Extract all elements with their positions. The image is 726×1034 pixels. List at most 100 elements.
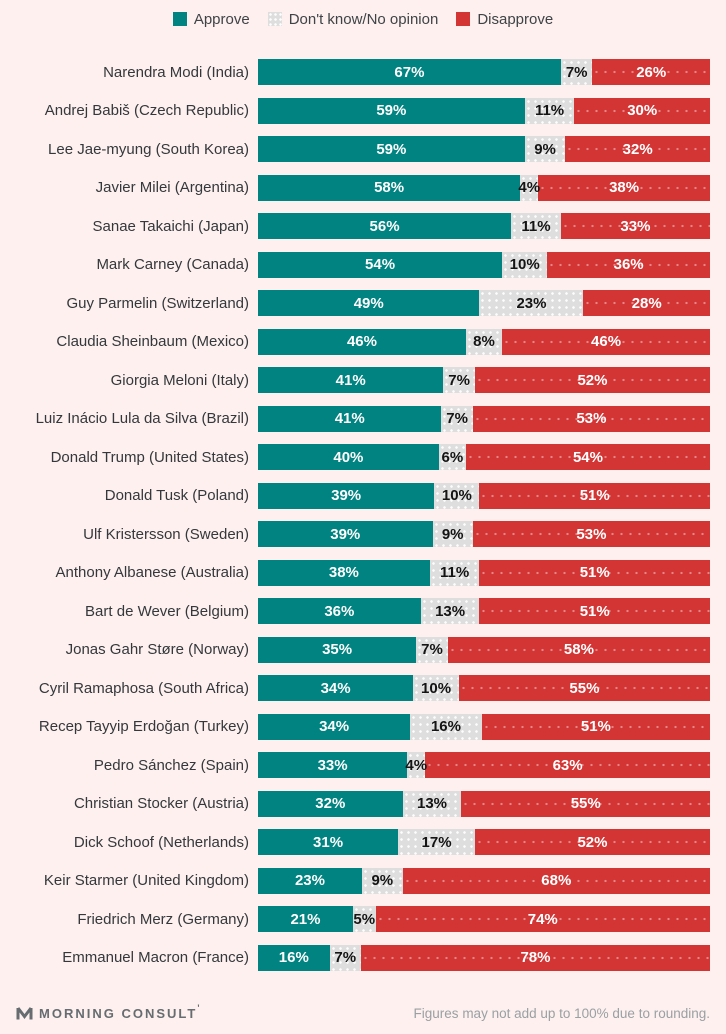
- leader-label: Keir Starmer (United Kingdom): [43, 872, 249, 889]
- leader-label: Ulf Kristersson (Sweden): [83, 525, 249, 543]
- disapprove-segment: 52%: [474, 367, 710, 393]
- chart-row: Luiz Inácio Lula da Silva (Brazil) 41% 7…: [16, 405, 710, 432]
- stacked-bar: 21% 5% 74%: [258, 906, 710, 932]
- chart-row: Jonas Gahr Støre (Norway) 35% 7% 58%: [16, 636, 710, 663]
- leader-label: Recep Tayyip Erdoğan (Turkey): [38, 718, 249, 735]
- approve-value: 58%: [374, 179, 405, 196]
- legend-label-dont-know: Don't know/No opinion: [288, 10, 439, 28]
- disapprove-value: 30%: [627, 102, 658, 119]
- approve-value: 32%: [315, 795, 346, 812]
- stacked-bar: 39% 10% 51%: [258, 482, 710, 509]
- approve-value: 16%: [278, 949, 309, 966]
- dont-know-segment: 17%: [398, 829, 475, 855]
- approve-segment: 23%: [258, 867, 362, 894]
- dont-know-value: 7%: [565, 63, 588, 81]
- dont-know-value: 23%: [516, 294, 547, 312]
- approve-value: 39%: [331, 487, 362, 504]
- disapprove-value: 58%: [563, 641, 594, 658]
- approve-value: 39%: [330, 525, 361, 543]
- chart-row: Anthony Albanese (Australia) 38% 11% 51%: [16, 559, 710, 586]
- disapprove-segment: 52%: [474, 829, 711, 855]
- disapprove-value: 51%: [579, 602, 610, 620]
- disapprove-value: 74%: [527, 910, 558, 928]
- approve-segment: 31%: [258, 829, 399, 855]
- approve-value: 59%: [376, 140, 407, 158]
- stacked-bar: 16% 7% 78%: [258, 944, 710, 971]
- approve-value: 36%: [324, 602, 355, 620]
- dont-know-segment: 7%: [441, 405, 473, 432]
- chart-row: Sanae Takaichi (Japan) 56% 11% 33%: [16, 213, 710, 239]
- approve-value: 40%: [333, 448, 364, 466]
- disapprove-segment: 55%: [461, 790, 710, 817]
- disapprove-segment: 63%: [425, 752, 710, 778]
- chart-row: Narendra Modi (India) 67% 7% 26%: [16, 59, 710, 85]
- disapprove-value: 53%: [576, 525, 607, 543]
- disapprove-segment: 74%: [375, 906, 710, 932]
- dont-know-segment: 7%: [560, 59, 593, 85]
- stacked-bar: 49% 23% 28%: [258, 290, 710, 316]
- disapprove-segment: 51%: [481, 713, 710, 740]
- approve-segment: 59%: [258, 97, 525, 124]
- leader-label: Pedro Sánchez (Spain): [93, 756, 249, 774]
- disapprove-segment: 38%: [538, 174, 710, 201]
- approve-segment: 39%: [258, 482, 435, 509]
- legend-item-approve: Approve: [172, 11, 250, 28]
- chart-row: Dick Schoof (Netherlands) 31% 17% 52%: [16, 829, 711, 855]
- chart-row: Lee Jae-myung (South Korea) 59% 9% 32%: [16, 136, 711, 162]
- legend: Approve Don't know/No opinion Disapprove: [16, 10, 710, 28]
- stacked-bar: 38% 11% 51%: [258, 559, 710, 586]
- approve-value: 59%: [376, 102, 407, 119]
- leader-label: Guy Parmelin (Switzerland): [66, 294, 249, 312]
- disapprove-value: 51%: [580, 718, 611, 735]
- approve-value: 49%: [353, 294, 384, 312]
- chart-row: Recep Tayyip Erdoğan (Turkey) 34% 16% 51…: [16, 713, 710, 740]
- disapprove-segment: 68%: [402, 867, 710, 894]
- approve-value: 33%: [317, 756, 348, 774]
- disapprove-segment: 78%: [360, 944, 710, 971]
- dont-know-value: 5%: [353, 910, 376, 928]
- approve-segment: 49%: [258, 290, 480, 316]
- dont-know-value: 7%: [421, 641, 443, 658]
- disapprove-value: 52%: [577, 833, 608, 851]
- dont-know-value: 11%: [521, 217, 551, 235]
- logo-text: MORNING CONSULT': [39, 1003, 202, 1021]
- stacked-bar: 56% 11% 33%: [258, 213, 710, 239]
- legend-item-dont-know: Don't know/No opinion: [267, 10, 439, 28]
- disapprove-value: 55%: [570, 795, 601, 812]
- approve-segment: 21%: [258, 906, 353, 932]
- leader-label: Mark Carney (Canada): [96, 256, 249, 273]
- chart-row: Ulf Kristersson (Sweden) 39% 9% 53%: [16, 521, 710, 547]
- leader-label: Bart de Wever (Belgium): [85, 602, 249, 620]
- dont-know-segment: 13%: [402, 790, 462, 817]
- approve-swatch-icon: [172, 12, 187, 26]
- dont-know-value: 7%: [446, 410, 468, 427]
- dont-know-segment: 9%: [361, 867, 403, 894]
- leader-label: Jonas Gahr Støre (Norway): [65, 641, 249, 658]
- footer: MORNING CONSULT' Figures may not add up …: [16, 1003, 710, 1022]
- approve-value: 41%: [335, 371, 366, 389]
- chart-rows: Narendra Modi (India) 67% 7% 26% Andrej …: [16, 59, 711, 971]
- disapprove-value: 51%: [579, 564, 610, 581]
- approve-segment: 40%: [258, 444, 439, 470]
- stacked-bar: 39% 9% 53%: [258, 521, 710, 547]
- stacked-bar: 36% 13% 51%: [258, 598, 710, 624]
- disapprove-segment: 51%: [479, 482, 710, 509]
- disapprove-value: 51%: [579, 487, 610, 504]
- stacked-bar: 32% 13% 55%: [258, 790, 710, 817]
- approve-segment: 59%: [258, 136, 525, 162]
- disapprove-segment: 58%: [447, 636, 710, 663]
- disapprove-value: 33%: [620, 217, 651, 235]
- dont-know-value: 9%: [534, 140, 556, 158]
- dont-know-value: 17%: [421, 833, 452, 851]
- leader-label: Lee Jae-myung (South Korea): [48, 140, 249, 158]
- disapprove-value: 32%: [622, 140, 653, 158]
- dont-know-value: 9%: [371, 872, 394, 889]
- stacked-bar: 41% 7% 53%: [258, 405, 710, 432]
- dont-know-value: 4%: [405, 756, 428, 774]
- disapprove-segment: 46%: [502, 328, 710, 355]
- stacked-bar: 59% 11% 30%: [258, 97, 710, 124]
- disapprove-value: 78%: [520, 949, 551, 966]
- disapprove-segment: 30%: [574, 97, 710, 124]
- dont-know-segment: 11%: [511, 213, 561, 239]
- disapprove-value: 55%: [569, 679, 600, 697]
